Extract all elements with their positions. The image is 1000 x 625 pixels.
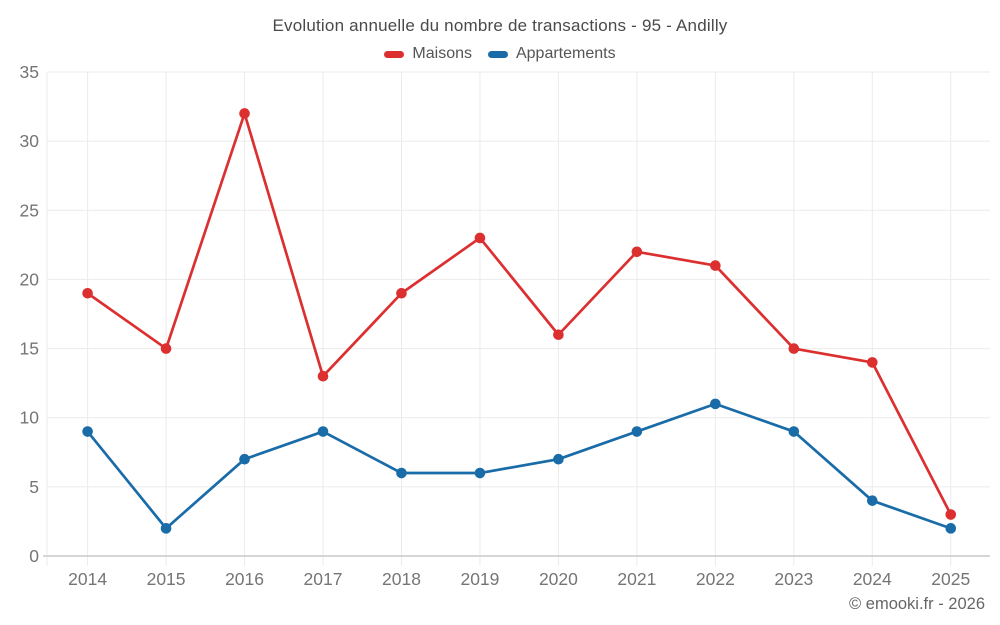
legend-marker-appartements-icon [487, 50, 508, 58]
copyright-credit: © emooki.fr - 2026 [849, 595, 985, 613]
x-tick-label: 2024 [853, 569, 892, 589]
x-tick-label: 2022 [696, 569, 735, 589]
data-point-maisons-2017[interactable] [317, 370, 329, 382]
x-tick-label: 2020 [539, 569, 578, 589]
data-point-maisons-2018[interactable] [396, 287, 407, 299]
data-point-maisons-2015[interactable] [160, 343, 172, 354]
chart-title: Evolution annuelle du nombre de transact… [272, 16, 728, 35]
x-tick-label: 2017 [304, 569, 343, 589]
data-point-maisons-2023[interactable] [788, 343, 800, 354]
data-point-maisons-2020[interactable] [553, 329, 564, 341]
y-tick-label: 5 [29, 477, 39, 497]
x-tick-label: 2016 [225, 569, 264, 589]
data-point-appartements-2015[interactable] [160, 523, 172, 534]
x-tick-label: 2023 [774, 569, 813, 589]
data-point-maisons-2014[interactable] [82, 287, 93, 299]
line-appartements [86, 402, 953, 530]
x-tick-label: 2015 [147, 569, 186, 589]
y-tick-label: 20 [20, 269, 40, 289]
legend-item-maisons[interactable]: Maisons [384, 45, 472, 63]
y-tick-label: 10 [20, 408, 40, 428]
legend-item-appartements[interactable]: Appartements [487, 45, 616, 63]
data-point-appartements-2025[interactable] [945, 523, 957, 534]
data-point-appartements-2014[interactable] [82, 426, 93, 437]
legend-label-maisons: Maisons [412, 45, 472, 62]
x-tick-label: 2018 [382, 569, 421, 589]
data-point-maisons-2022[interactable] [710, 260, 721, 271]
data-point-appartements-2018[interactable] [396, 467, 407, 479]
y-tick-label: 35 [20, 62, 39, 82]
x-tick-label: 2021 [617, 569, 656, 589]
legend-marker-maisons-icon [384, 50, 405, 58]
x-tick-label: 2019 [460, 569, 499, 589]
data-point-appartements-2016[interactable] [239, 453, 250, 465]
chart-legend: Maisons Appartements [0, 45, 1000, 63]
data-point-maisons-2024[interactable] [867, 357, 878, 368]
data-point-appartements-2020[interactable] [553, 453, 564, 465]
x-tick-label: 2025 [931, 569, 970, 589]
data-point-maisons-2021[interactable] [631, 246, 643, 258]
data-point-maisons-2025[interactable] [945, 509, 957, 520]
data-point-appartements-2023[interactable] [788, 426, 800, 437]
y-tick-label: 25 [20, 200, 39, 220]
x-tick-label: 2014 [68, 569, 107, 589]
data-point-appartements-2024[interactable] [867, 495, 878, 506]
data-point-maisons-2016[interactable] [239, 108, 250, 119]
y-tick-label: 15 [20, 339, 39, 359]
data-point-appartements-2021[interactable] [631, 426, 643, 437]
y-tick-label: 0 [29, 546, 39, 566]
data-point-appartements-2022[interactable] [710, 398, 721, 410]
data-point-maisons-2019[interactable] [474, 232, 486, 244]
legend-label-appartements: Appartements [515, 45, 616, 62]
line-maisons [86, 112, 953, 516]
y-tick-label: 30 [20, 131, 40, 151]
data-point-appartements-2017[interactable] [317, 426, 329, 437]
data-point-appartements-2019[interactable] [474, 467, 486, 479]
